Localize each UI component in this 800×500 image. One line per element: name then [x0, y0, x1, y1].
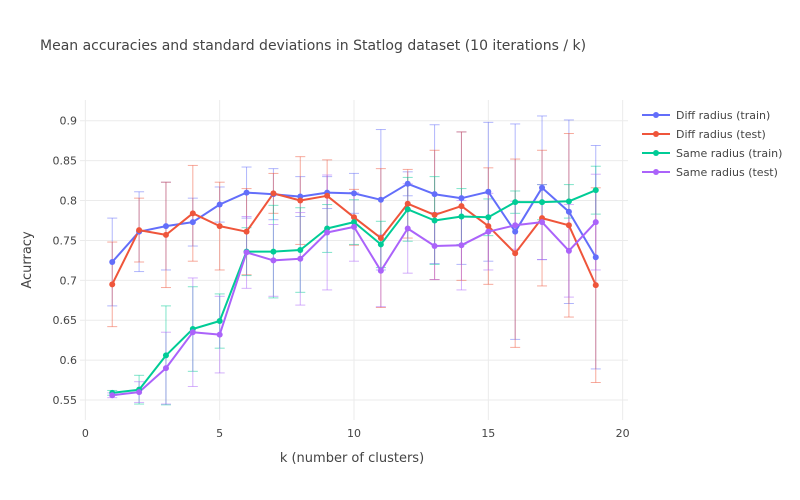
data-point: [377, 196, 384, 203]
data-point: [485, 214, 492, 221]
x-tick-label: 5: [216, 427, 223, 440]
data-point: [136, 389, 143, 396]
y-tick-label: 0.55: [53, 394, 78, 407]
x-tick-label: 0: [82, 427, 89, 440]
y-tick-label: 0.6: [60, 354, 78, 367]
data-point: [485, 188, 492, 195]
data-point: [485, 223, 492, 230]
data-point: [351, 214, 357, 221]
data-point: [512, 250, 519, 257]
data-point: [592, 219, 599, 226]
legend-swatch-marker: [653, 169, 659, 175]
data-point: [189, 219, 196, 226]
data-point: [565, 222, 572, 229]
data-point: [162, 352, 169, 359]
chart-title: Mean accuracies and standard deviations …: [40, 38, 586, 54]
data-point: [565, 198, 572, 205]
data-point: [109, 281, 116, 288]
data-point: [297, 247, 304, 254]
legend-swatch-marker: [653, 150, 659, 156]
data-point: [512, 228, 519, 235]
data-point: [109, 258, 116, 265]
y-tick-label: 0.75: [53, 234, 78, 247]
legend-swatch-marker: [653, 112, 659, 118]
data-point: [162, 223, 169, 230]
data-point: [431, 217, 438, 224]
data-point: [243, 189, 250, 196]
data-point: [297, 255, 304, 262]
data-point: [109, 392, 116, 399]
data-point: [565, 247, 572, 254]
data-point: [270, 257, 277, 264]
data-point: [216, 223, 223, 230]
data-point: [539, 219, 546, 226]
data-point: [377, 241, 384, 248]
x-tick-labels: 0 5 10 15 20: [82, 427, 630, 440]
data-point: [592, 254, 599, 261]
y-tick-label: 0.8: [60, 195, 78, 208]
data-point: [539, 184, 546, 191]
legend-item-label: Diff radius (train): [676, 109, 770, 122]
data-point: [324, 229, 331, 236]
y-tick-label: 0.7: [60, 274, 78, 287]
x-tick-label: 15: [481, 427, 495, 440]
data-point: [351, 219, 357, 226]
legend-item-label: Same radius (train): [676, 147, 782, 160]
legend-item-label: Same radius (test): [676, 166, 778, 179]
legend-item-label: Diff radius (test): [676, 128, 766, 141]
data-point: [324, 192, 331, 199]
data-point: [216, 318, 223, 325]
data-point: [485, 228, 492, 235]
data-point: [270, 190, 277, 197]
y-axis-title: Acurracy: [20, 231, 35, 289]
y-tick-label: 0.65: [53, 314, 78, 327]
data-point: [404, 206, 411, 213]
data-point: [216, 331, 223, 338]
x-tick-label: 10: [347, 427, 361, 440]
data-point: [565, 208, 572, 215]
data-point: [162, 231, 169, 238]
legend-swatch-marker: [653, 131, 659, 137]
data-point: [458, 195, 465, 202]
data-point: [512, 222, 519, 229]
data-point: [351, 190, 357, 197]
data-point: [592, 187, 599, 194]
data-point: [377, 267, 384, 274]
data-point: [404, 225, 411, 232]
series-markers: [109, 180, 599, 399]
data-point: [136, 227, 143, 234]
y-tick-label: 0.85: [53, 155, 78, 168]
y-tick-label: 0.9: [60, 115, 78, 128]
data-point: [512, 199, 519, 206]
data-point: [592, 282, 599, 289]
x-tick-label: 20: [616, 427, 630, 440]
data-point: [431, 191, 438, 198]
data-point: [162, 365, 169, 372]
data-point: [351, 223, 357, 230]
data-point: [270, 248, 277, 255]
data-point: [189, 329, 196, 336]
data-point: [458, 203, 465, 210]
legend: Diff radius (train) Diff radius (test) Sam…: [642, 109, 782, 179]
data-point: [458, 242, 465, 249]
data-point: [431, 211, 438, 218]
data-point: [297, 197, 304, 204]
data-point: [539, 199, 546, 206]
x-axis-title: k (number of clusters): [280, 451, 424, 466]
data-point: [377, 235, 384, 242]
data-point: [458, 213, 465, 220]
data-point: [189, 210, 196, 217]
data-point: [404, 180, 411, 187]
data-point: [404, 200, 411, 207]
data-point: [216, 201, 223, 208]
y-tick-labels: 0.55 0.6 0.65 0.7 0.75 0.8 0.85 0.9: [53, 115, 78, 407]
data-point: [431, 243, 438, 250]
data-point: [243, 249, 250, 256]
data-point: [243, 228, 250, 235]
